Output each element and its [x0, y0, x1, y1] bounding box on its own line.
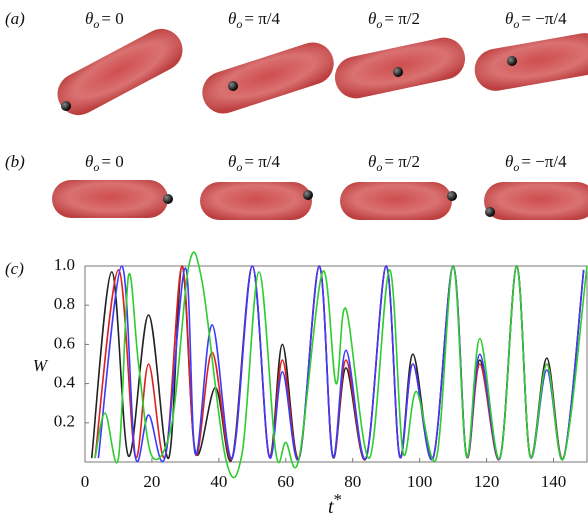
- subscript: o: [236, 17, 242, 31]
- plot-frame: [84, 265, 588, 463]
- symbol: θ: [228, 9, 236, 28]
- panel-label: (a): [5, 9, 25, 28]
- symbol: θ: [228, 152, 236, 171]
- x-tick-label: 120: [474, 472, 500, 491]
- symbol: θ: [505, 152, 513, 171]
- subscript: o: [376, 160, 382, 174]
- cell: [202, 42, 334, 114]
- value: = 0: [101, 152, 123, 171]
- cells-b: [52, 180, 588, 220]
- subscript: o: [513, 17, 519, 31]
- x-tick-label: 40: [210, 472, 227, 491]
- particle: [507, 56, 517, 66]
- cell: [57, 28, 183, 116]
- value: = π/4: [244, 152, 280, 171]
- y-tick-label: 0.2: [54, 412, 75, 431]
- particle: [303, 190, 313, 200]
- particle: [447, 191, 457, 201]
- cell: [52, 180, 168, 218]
- x-tick-label: 80: [344, 472, 361, 491]
- value: = 0: [101, 9, 123, 28]
- x-tick-label: 60: [277, 472, 294, 491]
- value: = π/2: [384, 9, 420, 28]
- x-tick-label: 0: [81, 472, 90, 491]
- symbol: θ: [368, 9, 376, 28]
- x-tick-label: 100: [407, 472, 433, 491]
- value: = π/4: [244, 9, 280, 28]
- value: = π/2: [384, 152, 420, 171]
- angle-label: θo = π/2: [368, 9, 420, 31]
- y-axis-label: W: [33, 356, 49, 375]
- angle-label: θo = 0: [85, 152, 124, 174]
- y-tick-label: 0.6: [54, 333, 75, 352]
- cell: [484, 182, 588, 220]
- value: = −π/4: [521, 152, 567, 171]
- symbol: θ: [85, 9, 93, 28]
- symbol: θ: [85, 152, 93, 171]
- angle-label: θo = −π/4: [505, 152, 567, 174]
- subscript: o: [93, 17, 99, 31]
- symbol: θ: [505, 9, 513, 28]
- subscript: o: [93, 160, 99, 174]
- cells-a: [57, 28, 588, 116]
- x-tick-label: 140: [541, 472, 567, 491]
- subscript: o: [236, 160, 242, 174]
- panel-label: (b): [5, 152, 25, 171]
- x-tick-label: 20: [143, 472, 160, 491]
- x-axis-label-base: t: [328, 496, 334, 518]
- y-tick-label: 0.4: [54, 373, 76, 392]
- cell: [474, 33, 588, 91]
- cell: [200, 182, 312, 220]
- subscript: o: [376, 17, 382, 31]
- particle: [163, 194, 173, 204]
- x-axis-label: t*: [328, 490, 342, 518]
- particle: [485, 207, 495, 217]
- angle-label: θo = −π/4: [505, 9, 567, 31]
- angle-label: θo = π/2: [368, 152, 420, 174]
- series-line: [94, 251, 588, 479]
- subscript: o: [513, 160, 519, 174]
- angle-label: θo = π/4: [228, 152, 281, 174]
- particle: [393, 67, 403, 77]
- symbol: θ: [368, 152, 376, 171]
- chart: 0.2 0.4 0.6 0.8 1.0 0 20 40 60 80 100 120 140 Wt*: [33, 251, 588, 518]
- x-axis-label-sup: *: [334, 490, 343, 509]
- y-tick-label: 1.0: [54, 255, 75, 274]
- y-tick-label: 0.8: [54, 294, 75, 313]
- angle-labels: θo = 0 θo = π/4 θo = π/2 θo = −π/4θo = 0 θo = π/4 θ…: [85, 9, 567, 174]
- cell: [340, 182, 452, 220]
- particle: [61, 101, 71, 111]
- angle-label: θo = π/4: [228, 9, 281, 31]
- angle-label: θo = 0: [85, 9, 124, 31]
- particle: [228, 81, 238, 91]
- value: = −π/4: [521, 9, 567, 28]
- panel-label: (c): [5, 259, 24, 278]
